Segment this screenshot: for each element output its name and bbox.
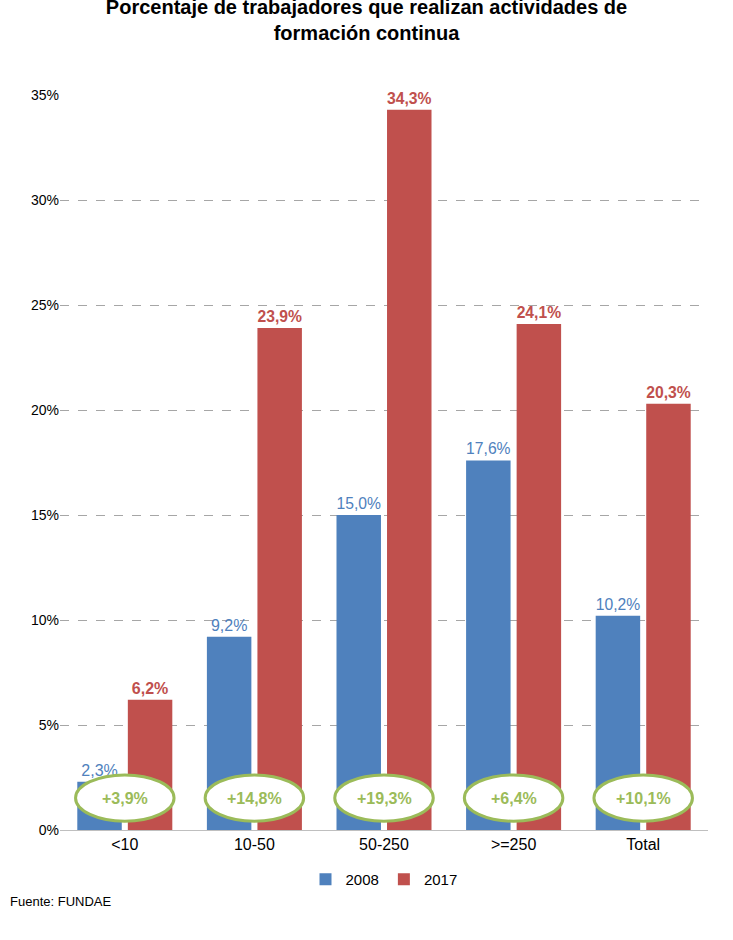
svg-text:20%: 20%: [31, 402, 59, 418]
svg-text:2017: 2017: [424, 871, 457, 888]
svg-text:23,9%: 23,9%: [257, 308, 302, 325]
svg-text:>=250: >=250: [491, 836, 536, 853]
svg-text:0%: 0%: [39, 822, 59, 838]
svg-text:34,3%: 34,3%: [387, 90, 432, 107]
svg-text:10-50: 10-50: [234, 836, 275, 853]
svg-text:<10: <10: [111, 836, 138, 853]
svg-text:15%: 15%: [31, 507, 59, 523]
svg-text:10%: 10%: [31, 612, 59, 628]
svg-text:+19,3%: +19,3%: [357, 790, 412, 807]
svg-text:+6,4%: +6,4%: [491, 790, 537, 807]
svg-text:2008: 2008: [346, 871, 379, 888]
svg-text:15,0%: 15,0%: [337, 495, 382, 512]
svg-text:5%: 5%: [39, 717, 59, 733]
svg-text:17,6%: 17,6%: [466, 440, 511, 457]
svg-text:20,3%: 20,3%: [646, 384, 691, 401]
svg-text:35%: 35%: [31, 87, 59, 103]
svg-text:9,2%: 9,2%: [211, 617, 247, 634]
svg-text:Fuente: FUNDAE: Fuente: FUNDAE: [10, 894, 111, 909]
svg-text:10,2%: 10,2%: [596, 596, 641, 613]
svg-text:+10,1%: +10,1%: [616, 790, 671, 807]
svg-text:50-250: 50-250: [359, 836, 409, 853]
svg-text:+14,8%: +14,8%: [227, 790, 282, 807]
svg-text:Total: Total: [626, 836, 660, 853]
svg-text:6,2%: 6,2%: [132, 680, 168, 697]
svg-text:+3,9%: +3,9%: [102, 790, 148, 807]
svg-text:Porcentaje de trabajadores que: Porcentaje de trabajadores que realizan …: [106, 0, 627, 44]
svg-text:30%: 30%: [31, 192, 59, 208]
svg-text:2,3%: 2,3%: [81, 762, 117, 779]
svg-text:25%: 25%: [31, 297, 59, 313]
svg-text:24,1%: 24,1%: [517, 304, 562, 321]
